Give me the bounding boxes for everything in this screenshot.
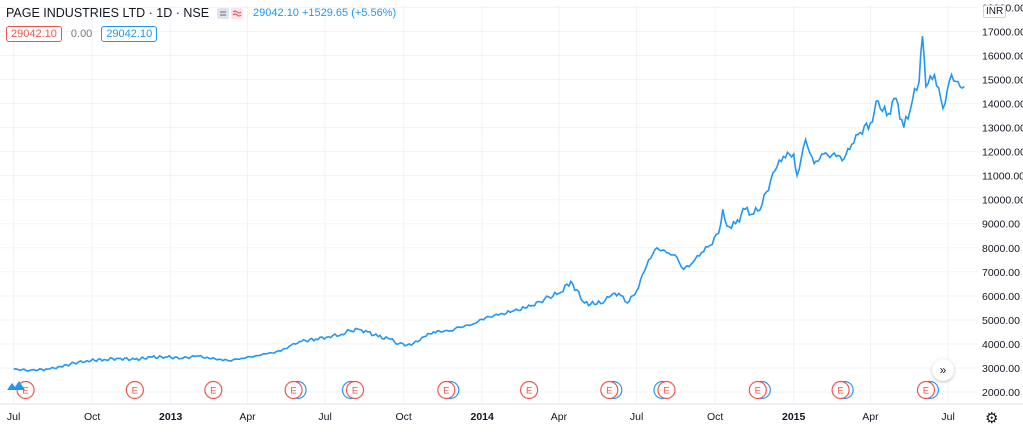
svg-text:E: E	[290, 386, 296, 397]
svg-text:E: E	[923, 386, 929, 397]
y-tick-label: 5000.00	[982, 315, 1020, 327]
y-tick-label: 4000.00	[982, 339, 1020, 351]
x-tick-label: Oct	[395, 411, 411, 423]
wave-icon[interactable]	[231, 7, 244, 19]
svg-text:E: E	[663, 386, 669, 397]
x-tick-label: Jul	[941, 411, 954, 423]
price-value-red: 29042.10	[6, 26, 62, 42]
tradingview-logo-icon[interactable]	[6, 378, 26, 394]
price-axis: 2000.00 3000.00 4000.00 5000.00 6000.00 7000.…	[982, 2, 1023, 399]
earnings-event-marker[interactable]: E	[600, 380, 623, 400]
y-tick-label: 13000.00	[982, 123, 1023, 135]
earnings-event-marker[interactable]: E	[831, 380, 854, 400]
y-tick-label: 16000.00	[982, 50, 1023, 62]
x-tick-label: 2015	[782, 411, 806, 423]
x-tick-label: Jul	[318, 411, 331, 423]
svg-text:E: E	[132, 386, 138, 397]
x-tick-label: Oct	[84, 411, 100, 423]
y-tick-label: 15000.00	[982, 75, 1023, 87]
earnings-event-marker[interactable]: E	[437, 380, 460, 400]
x-tick-label: Oct	[707, 411, 723, 423]
x-tick-label: Apr	[862, 411, 879, 423]
double-chevron-right-icon[interactable]: »	[932, 359, 954, 381]
svg-text:E: E	[22, 386, 28, 397]
svg-text:E: E	[443, 386, 449, 397]
last-quote: 29042.10 +1529.65 (+5.56%)	[253, 7, 397, 19]
earnings-event-marker[interactable]: E	[284, 380, 307, 400]
svg-text:E: E	[755, 386, 761, 397]
earnings-event-marker[interactable]: E	[341, 380, 365, 400]
time-axis: Jul Oct 2013 Apr Jul Oct 2014 Apr Jul Oct 2015 Apr J…	[0, 403, 1023, 423]
x-tick-label: 2013	[159, 411, 183, 423]
equals-icon[interactable]	[217, 7, 230, 19]
x-tick-label: Jul	[630, 411, 643, 423]
earnings-event-marker[interactable]: E	[125, 380, 144, 400]
change-value: 0.00	[70, 28, 93, 40]
chart-grid	[0, 5, 978, 404]
y-tick-label: 9000.00	[982, 219, 1020, 231]
symbol-title[interactable]: PAGE INDUSTRIES LTD · 1D · NSE	[6, 6, 210, 20]
earnings-event-marker[interactable]: E	[520, 380, 539, 400]
ohlc-values: 29042.10 0.00 29042.10	[6, 26, 158, 42]
y-tick-label: 17000.00	[982, 26, 1023, 38]
series-legend: PAGE INDUSTRIES LTD · 1D · NSE 29042.10 …	[6, 6, 396, 20]
y-tick-label: 12000.00	[982, 147, 1023, 159]
svg-text:E: E	[606, 386, 612, 397]
svg-text:E: E	[352, 386, 358, 397]
x-tick-label: Apr	[239, 411, 256, 423]
y-tick-label: 10000.00	[982, 195, 1023, 207]
gear-icon[interactable]: ⚙	[985, 410, 999, 427]
earnings-event-marker[interactable]: E	[916, 380, 940, 400]
y-tick-label: 11000.00	[982, 171, 1023, 183]
svg-text:E: E	[837, 386, 843, 397]
y-tick-label: 2000.00	[982, 387, 1020, 399]
y-tick-label: 14000.00	[982, 99, 1023, 111]
y-tick-label: 7000.00	[982, 267, 1020, 279]
svg-text:E: E	[526, 386, 532, 397]
currency-label[interactable]: INR	[983, 5, 1007, 18]
x-tick-label: Jul	[7, 411, 20, 423]
price-line	[13, 36, 965, 372]
y-tick-label: 3000.00	[982, 363, 1020, 375]
x-tick-label: Apr	[551, 411, 568, 423]
price-value-blue: 29042.10	[101, 26, 158, 42]
y-tick-label: 6000.00	[982, 291, 1020, 303]
svg-text:E: E	[210, 386, 216, 397]
y-tick-label: 8000.00	[982, 243, 1020, 255]
earnings-event-marker[interactable]: E	[204, 380, 223, 400]
x-tick-label: 2014	[470, 411, 494, 423]
earnings-event-marker[interactable]: E	[748, 380, 771, 400]
plot-area	[13, 36, 965, 372]
earnings-event-marker[interactable]: E	[653, 380, 676, 400]
